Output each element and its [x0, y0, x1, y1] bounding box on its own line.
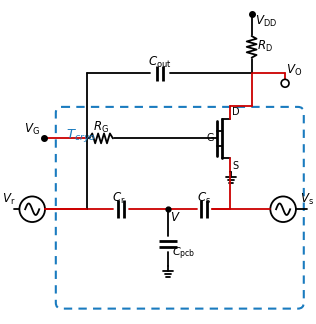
Text: $V_{\rm G}$: $V_{\rm G}$	[24, 122, 40, 137]
Text: S: S	[232, 161, 238, 171]
Text: $R_{\rm G}$: $R_{\rm G}$	[93, 120, 109, 135]
Text: $R_{\rm D}$: $R_{\rm D}$	[257, 39, 272, 54]
Text: $C_{\rm pcb}$: $C_{\rm pcb}$	[172, 246, 195, 262]
Text: $C_{\rm out}$: $C_{\rm out}$	[149, 55, 172, 71]
Text: $V_{\rm O}$: $V_{\rm O}$	[286, 63, 302, 78]
Text: G: G	[207, 133, 214, 144]
Text: $V_{\rm s}$: $V_{\rm s}$	[300, 192, 314, 207]
Text: $V_{\rm r}$: $V_{\rm r}$	[2, 192, 15, 207]
Text: $T_{\mathregular{cryo}}$: $T_{\mathregular{cryo}}$	[66, 127, 95, 144]
Text: $C_{\rm s}$: $C_{\rm s}$	[198, 191, 211, 206]
Text: $V$: $V$	[170, 211, 181, 224]
Text: $V_{\rm DD}$: $V_{\rm DD}$	[255, 13, 277, 29]
Text: D: D	[232, 107, 240, 117]
Text: $C_{\rm r}$: $C_{\rm r}$	[112, 191, 126, 206]
